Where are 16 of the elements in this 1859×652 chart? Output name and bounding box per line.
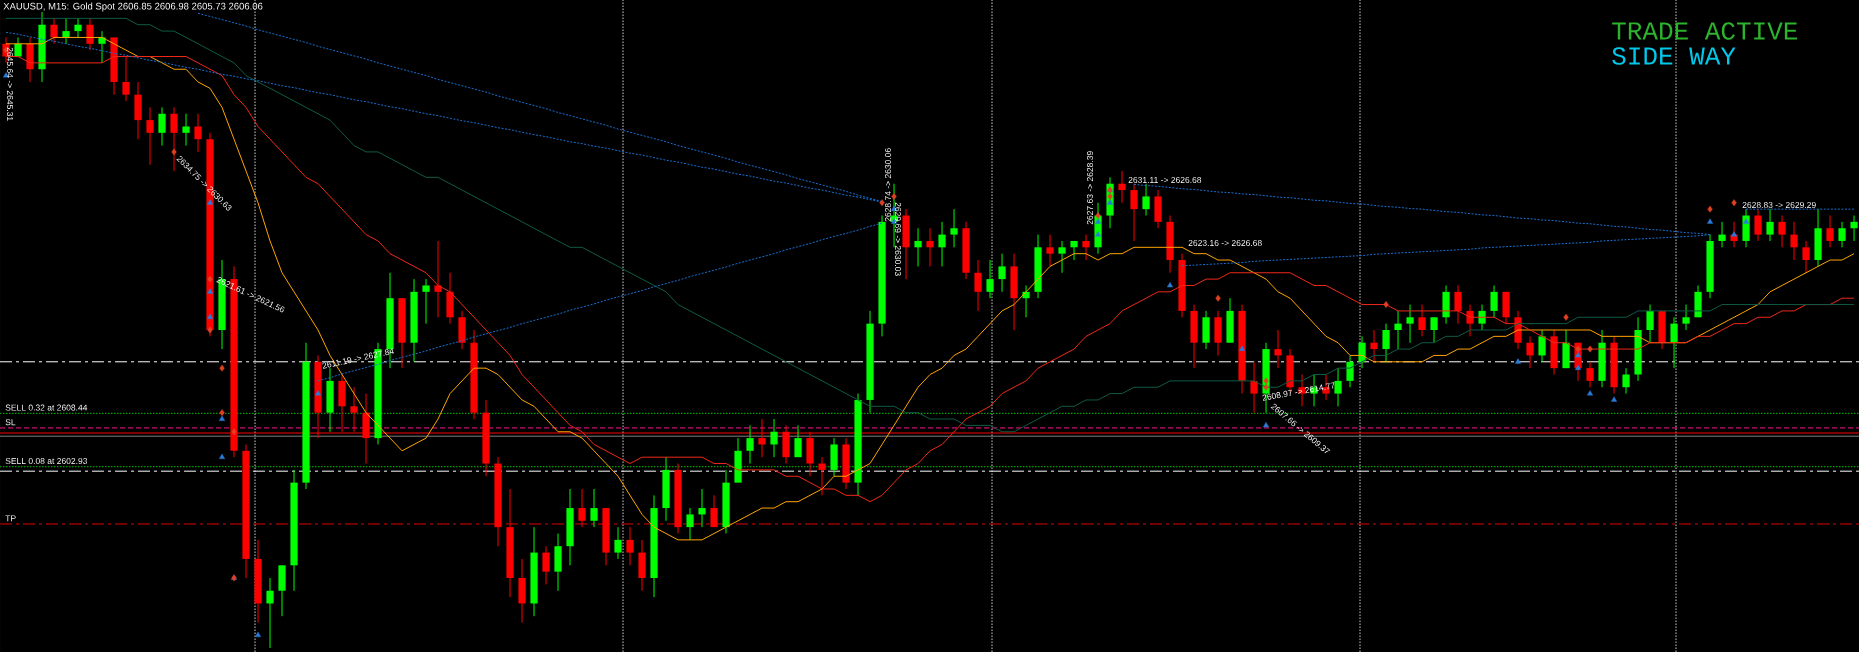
chart-title: XAUUSD, M15: Gold Spot 2606.85 2606.98 2605.73 2606.06 <box>3 2 263 12</box>
annotation: 2645.64 -> 2645.31 <box>7 47 14 121</box>
annotation: TRADE ACTIVE <box>1612 22 1798 40</box>
ref-line-label: TP <box>5 515 16 522</box>
ref-line-label: SELL 0.08 at 2602.93 <box>5 458 88 465</box>
annotation: 2611.19 -> 2627.84 <box>322 348 395 369</box>
annotation: 2629.69 -> 2630.03 <box>895 202 902 276</box>
ref-line-label: SELL 0.32 at 2608.44 <box>5 404 88 411</box>
annotation: 2623.16 -> 2626.68 <box>1188 239 1262 246</box>
annotation: 2628.74 -> 2630.06 <box>885 148 892 222</box>
annotation: 2627.63 -> 2628.39 <box>1087 151 1094 225</box>
ref-line-label: SL <box>5 419 16 426</box>
annotation: SIDE WAY <box>1612 47 1736 65</box>
annotation: 2631.11 -> 2626.68 <box>1128 176 1202 183</box>
annotation: 2628.83 -> 2629.29 <box>1742 201 1816 208</box>
annotation: 2608.97 -> 2614.77 <box>1262 382 1335 401</box>
